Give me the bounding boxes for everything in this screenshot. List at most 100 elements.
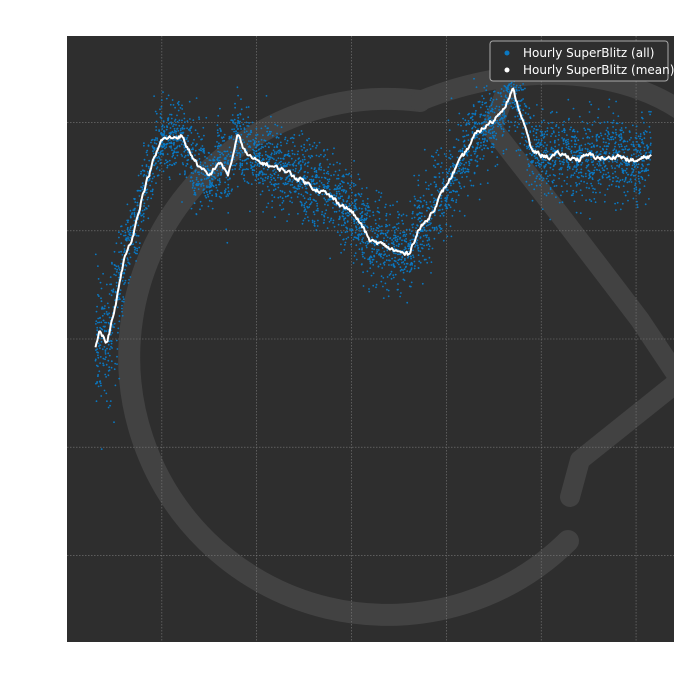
scatter-point — [644, 130, 647, 132]
scatter-point — [163, 145, 166, 147]
scatter-point — [146, 149, 149, 152]
scatter-point — [622, 170, 625, 173]
scatter-point — [333, 210, 336, 213]
scatter-point — [282, 200, 285, 202]
scatter-point — [99, 326, 101, 329]
scatter-point — [284, 136, 287, 139]
scatter-point — [95, 323, 97, 325]
scatter-point — [181, 119, 183, 122]
scatter-point — [539, 144, 542, 147]
scatter-point — [595, 145, 598, 147]
scatter-point — [585, 175, 587, 178]
scatter-point — [273, 168, 276, 171]
scatter-point — [637, 143, 640, 146]
scatter-point — [174, 118, 177, 121]
scatter-point — [120, 242, 123, 245]
scatter-point — [624, 126, 627, 129]
scatter-point — [467, 194, 469, 197]
scatter-point — [605, 152, 607, 155]
scatter-point — [177, 151, 179, 154]
scatter-point — [323, 149, 325, 151]
scatter-point — [219, 127, 221, 130]
scatter-point — [277, 183, 280, 185]
scatter-point — [389, 204, 392, 207]
scatter-point — [172, 134, 175, 136]
scatter-point — [298, 181, 301, 184]
scatter-point — [476, 123, 479, 125]
scatter-point — [476, 154, 479, 157]
legend-marker-all — [504, 50, 510, 56]
scatter-point — [227, 186, 230, 189]
scatter-point — [124, 281, 126, 284]
scatter-point — [596, 163, 599, 165]
scatter-point — [407, 247, 410, 250]
scatter-point — [572, 189, 575, 192]
scatter-point — [295, 164, 298, 167]
scatter-point — [426, 234, 428, 237]
scatter-point — [236, 143, 238, 146]
scatter-point — [519, 149, 522, 152]
scatter-point — [649, 137, 652, 139]
scatter-point — [495, 105, 498, 108]
scatter-point — [173, 127, 176, 130]
scatter-point — [439, 226, 441, 229]
scatter-point — [197, 171, 199, 174]
scatter-point — [322, 184, 324, 186]
scatter-point — [281, 190, 284, 193]
scatter-point — [457, 165, 460, 168]
scatter-point — [535, 184, 538, 187]
scatter-point — [236, 124, 238, 127]
scatter-point — [172, 152, 175, 154]
scatter-point — [440, 147, 443, 150]
scatter-point — [272, 189, 275, 192]
scatter-point — [225, 195, 228, 198]
scatter-point — [376, 236, 379, 239]
scatter-point — [350, 175, 352, 178]
scatter-point — [397, 245, 400, 248]
scatter-point — [637, 154, 640, 157]
scatter-point — [200, 172, 203, 174]
scatter-point — [448, 191, 451, 194]
scatter-point — [418, 206, 421, 209]
scatter-point — [386, 288, 388, 291]
scatter-point — [298, 161, 300, 164]
scatter-point — [567, 142, 570, 145]
scatter-point — [643, 146, 646, 149]
scatter-point — [99, 347, 101, 350]
scatter-point — [276, 146, 278, 148]
scatter-point — [170, 113, 173, 116]
scatter-point — [129, 227, 132, 229]
scatter-point — [464, 167, 467, 170]
scatter-point — [190, 148, 193, 151]
scatter-point — [359, 230, 361, 232]
scatter-point — [419, 250, 422, 253]
scatter-point — [323, 214, 325, 217]
scatter-point — [474, 126, 477, 129]
scatter-point — [119, 298, 121, 301]
scatter-point — [160, 105, 163, 108]
scatter-point — [476, 160, 479, 163]
scatter-point — [208, 179, 211, 182]
scatter-point — [379, 196, 382, 198]
scatter-point — [132, 224, 134, 227]
scatter-point — [632, 174, 635, 177]
scatter-point — [287, 150, 290, 153]
scatter-point — [104, 353, 107, 355]
scatter-point — [249, 210, 251, 213]
scatter-point — [335, 204, 338, 207]
scatter-point — [110, 345, 112, 348]
scatter-point — [227, 190, 230, 193]
scatter-point — [426, 239, 429, 242]
scatter-point — [433, 203, 436, 206]
scatter-point — [154, 137, 157, 139]
scatter-point — [300, 193, 303, 196]
scatter-point — [622, 185, 625, 188]
scatter-point — [622, 131, 625, 134]
scatter-point — [616, 201, 619, 204]
scatter-point — [260, 127, 263, 130]
scatter-point — [292, 163, 295, 165]
scatter-point — [270, 115, 272, 118]
scatter-point — [524, 139, 527, 142]
scatter-point — [578, 182, 581, 185]
scatter-point — [481, 137, 484, 140]
